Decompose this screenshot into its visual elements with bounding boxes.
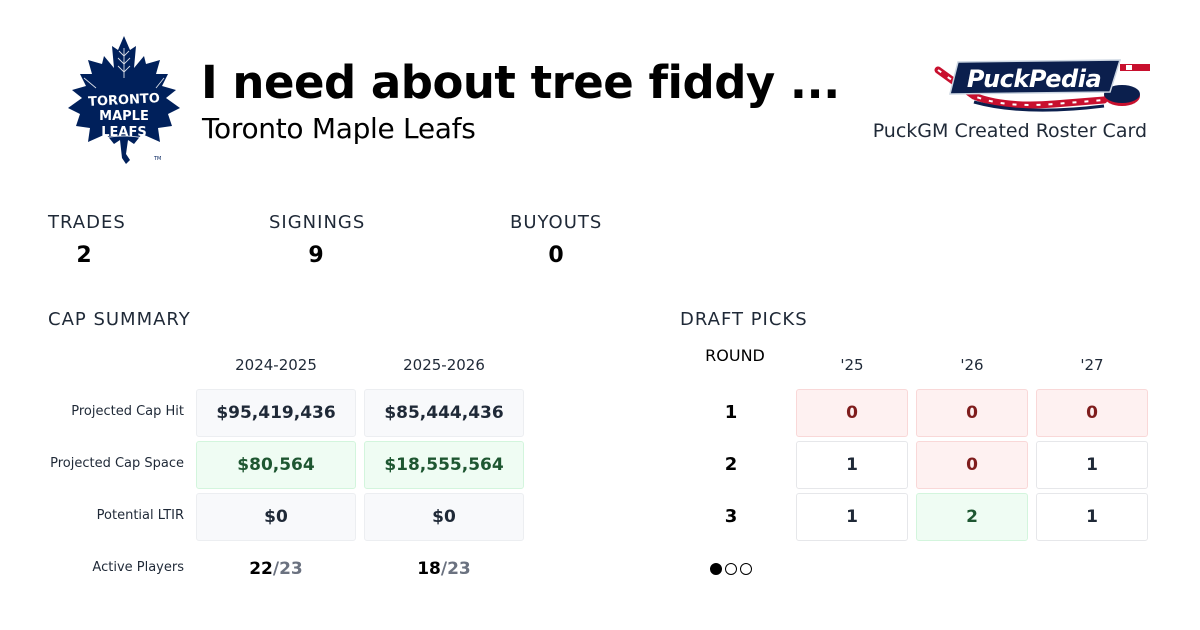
team-name: Toronto Maple Leafs	[202, 112, 476, 145]
pick-cell: 1	[796, 493, 908, 541]
card-header: TORONTO MAPLE LEAFS TM I need about tree…	[0, 0, 1200, 180]
stat-label: TRADES	[48, 212, 126, 233]
pick-cell: 0	[796, 389, 908, 437]
puckpedia-logo: PuckPedia	[934, 59, 1150, 112]
year-header: '26	[960, 356, 984, 374]
pagination-dot-3[interactable]	[740, 563, 752, 575]
active-count: 18	[417, 559, 441, 579]
brand-caption: PuckGM Created Roster Card	[872, 120, 1147, 142]
cap-hit-cell: $85,444,436	[364, 389, 524, 437]
stat-value: 0	[548, 243, 564, 268]
pagination-dot-1[interactable]	[710, 563, 722, 575]
pagination-dots	[710, 563, 752, 575]
active-players-value: 22/23	[196, 559, 356, 579]
season-header: 2024-2025	[235, 356, 317, 374]
round-number: 2	[724, 454, 738, 475]
cap-summary-title: CAP SUMMARY	[48, 309, 191, 330]
stat-value: 2	[76, 243, 92, 268]
ltir-cell: $0	[364, 493, 524, 541]
pick-cell: 1	[1036, 493, 1148, 541]
pick-cell: 0	[916, 441, 1028, 489]
draft-picks-title: DRAFT PICKS	[680, 309, 808, 330]
stat-signings: SIGNINGS 9	[269, 212, 366, 268]
year-header: '27	[1080, 356, 1104, 374]
active-max: /23	[272, 559, 303, 579]
logo-line-3: LEAFS	[101, 125, 146, 140]
pick-cell: 0	[916, 389, 1028, 437]
maple-leaf-icon: TORONTO MAPLE LEAFS TM	[68, 36, 180, 164]
stat-trades: TRADES 2	[48, 212, 126, 268]
row-label-cap-space: Projected Cap Space	[50, 456, 184, 471]
brand-logo-text: PuckPedia	[967, 65, 1101, 93]
active-max: /23	[440, 559, 471, 579]
round-header: ROUND	[705, 346, 765, 365]
stat-label: SIGNINGS	[269, 212, 366, 233]
ltir-cell: $0	[196, 493, 356, 541]
season-header: 2025-2026	[403, 356, 485, 374]
round-number: 1	[724, 402, 738, 423]
stat-value: 9	[308, 243, 324, 268]
pick-cell: 1	[796, 441, 908, 489]
cap-space-cell: $18,555,564	[364, 441, 524, 489]
stat-label: BUYOUTS	[510, 212, 603, 233]
cap-hit-cell: $95,419,436	[196, 389, 356, 437]
pagination-dot-2[interactable]	[725, 563, 737, 575]
pick-cell: 2	[916, 493, 1028, 541]
pick-cell: 0	[1036, 389, 1148, 437]
active-count: 22	[249, 559, 273, 579]
year-header: '25	[840, 356, 864, 374]
logo-line-1: TORONTO	[88, 91, 160, 110]
stat-buyouts: BUYOUTS 0	[510, 212, 602, 268]
page-title: I need about tree fiddy ...	[201, 56, 840, 109]
logo-line-2: MAPLE	[99, 109, 149, 124]
row-label-cap-hit: Projected Cap Hit	[71, 404, 184, 419]
round-number: 3	[724, 506, 738, 527]
active-players-value: 18/23	[364, 559, 524, 579]
cap-space-cell: $80,564	[196, 441, 356, 489]
row-label-active-players: Active Players	[92, 560, 184, 575]
row-label-ltir: Potential LTIR	[96, 508, 184, 523]
trademark: TM	[153, 156, 161, 162]
pick-cell: 1	[1036, 441, 1148, 489]
